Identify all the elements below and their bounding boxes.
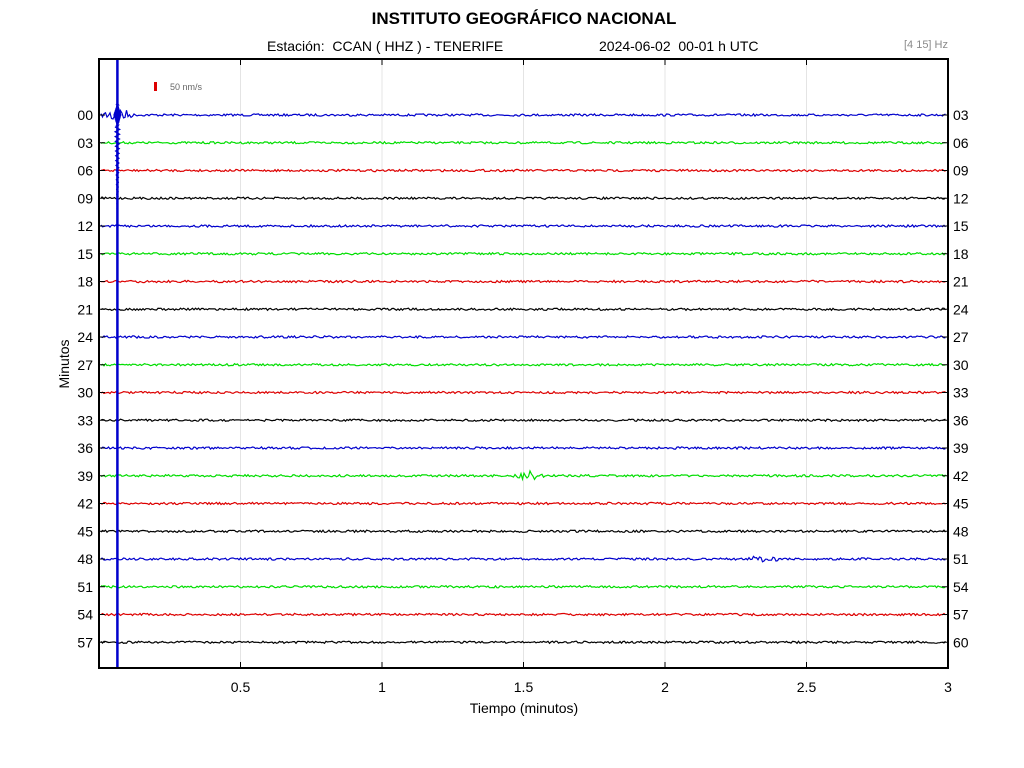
y-tick-label-left: 33	[77, 412, 93, 428]
y-tick-label-left: 06	[77, 163, 93, 179]
trace-line	[100, 612, 946, 617]
trace-line	[100, 168, 946, 173]
y-tick-label-left: 15	[77, 246, 93, 262]
x-axis-label: Tiempo (minutos)	[469, 700, 579, 716]
y-tick-label-right: 51	[953, 551, 969, 567]
chart-title: INSTITUTO GEOGRÁFICO NACIONAL	[371, 9, 677, 28]
y-tick-label-right: 42	[953, 468, 969, 484]
y-tick-label-left: 00	[77, 107, 93, 123]
y-tick-label-left: 30	[77, 385, 93, 401]
x-tick-label: 1.5	[514, 679, 534, 695]
y-tick-label-left: 42	[77, 496, 93, 512]
y-tick-label-left: 24	[77, 329, 93, 345]
y-tick-label-left: 57	[77, 634, 93, 650]
trace-line	[100, 223, 946, 229]
y-tick-label-right: 54	[953, 579, 969, 595]
trace-line	[100, 445, 946, 451]
event-overlay	[113, 59, 122, 668]
trace-line	[100, 640, 946, 645]
y-tick-label-left: 51	[77, 579, 93, 595]
y-tick-label-left: 27	[77, 357, 93, 373]
x-tick-label: 1	[378, 679, 386, 695]
trace-line	[100, 469, 946, 482]
trace-line	[100, 418, 946, 423]
grid-lines	[240, 59, 807, 668]
trace-line	[100, 390, 946, 395]
y-tick-label-left: 03	[77, 135, 93, 151]
trace-line	[101, 279, 946, 284]
y-tick-label-right: 39	[953, 440, 969, 456]
x-tick-label: 0.5	[231, 679, 251, 695]
y-tick-label-left: 09	[77, 190, 93, 206]
y-tick-label-right: 18	[953, 246, 969, 262]
trace-line	[100, 307, 946, 312]
trace-line	[100, 196, 946, 201]
y-tick-label-right: 27	[953, 329, 969, 345]
datetime-label: 2024-06-02 00-01 h UTC	[599, 38, 759, 54]
y-tick-label-left: 21	[77, 301, 93, 317]
y-tick-label-left: 45	[77, 523, 93, 539]
y-tick-label-right: 45	[953, 496, 969, 512]
filter-band-label: [4 15] Hz	[903, 39, 948, 51]
y-tick-label-left: 18	[77, 274, 93, 290]
y-tick-label-left: 39	[77, 468, 93, 484]
y-tick-label-right: 24	[953, 301, 969, 317]
y-tick-label-left: 36	[77, 440, 93, 456]
y-tick-label-left: 48	[77, 551, 93, 567]
y-tick-label-right: 21	[953, 274, 969, 290]
y-tick-label-right: 57	[953, 607, 969, 623]
scale-bar	[154, 82, 157, 91]
station-label: Estación: CCAN ( HHZ ) - TENERIFE	[267, 38, 504, 54]
x-tick-label: 2.5	[797, 679, 817, 695]
x-tick-label: 2	[661, 679, 669, 695]
x-tick-label: 3	[944, 679, 952, 695]
trace-line	[100, 251, 946, 256]
trace-line	[100, 140, 946, 145]
trace-line	[100, 334, 946, 339]
scale-label: 50 nm/s	[170, 82, 203, 92]
event-burst	[113, 102, 122, 224]
y-tick-label-left: 12	[77, 218, 93, 234]
y-tick-label-right: 03	[953, 107, 969, 123]
y-tick-label-right: 36	[953, 412, 969, 428]
seismic-traces	[100, 108, 946, 645]
trace-line	[100, 362, 946, 367]
trace-line	[100, 555, 946, 563]
trace-line	[100, 108, 946, 123]
trace-line	[100, 529, 946, 534]
y-tick-label-right: 15	[953, 218, 969, 234]
trace-line	[100, 584, 946, 589]
y-tick-label-right: 48	[953, 523, 969, 539]
y-tick-label-right: 30	[953, 357, 969, 373]
y-tick-label-right: 09	[953, 163, 969, 179]
y-tick-label-right: 12	[953, 190, 969, 206]
y-axis-label: Minutos	[56, 339, 72, 389]
y-tick-label-right: 60	[953, 634, 969, 650]
trace-line	[101, 501, 946, 506]
y-tick-label-right: 33	[953, 385, 969, 401]
y-tick-label-right: 06	[953, 135, 969, 151]
y-tick-label-left: 54	[77, 607, 93, 623]
